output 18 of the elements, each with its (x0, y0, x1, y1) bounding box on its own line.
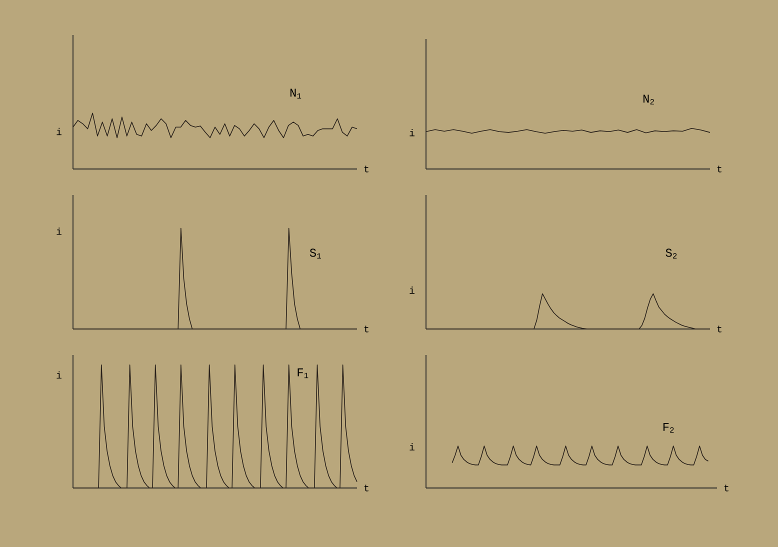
text: S$_{2}$ (666, 248, 677, 258)
y-axis-title: i (56, 128, 62, 136)
text: N$_{2}$ (643, 94, 654, 104)
y-axis-title: i (56, 228, 62, 235)
x-axis-title: t (717, 166, 722, 172)
x-axis-title: t (724, 484, 728, 492)
x-axis-title: t (364, 166, 368, 172)
y-axis-title: i (56, 371, 62, 379)
x-axis-title: t (364, 326, 368, 332)
y-axis-title: i (410, 286, 414, 294)
series-label: F$_{1}$ (298, 368, 308, 378)
series-label: F$_{2}$ (663, 422, 674, 433)
y-axis-title: i (410, 128, 414, 136)
series-label: N$_{1}$ (290, 88, 302, 98)
x-axis-title: t (364, 484, 368, 492)
series-label: S$_{1}$ (310, 248, 321, 258)
x-axis-title: t (717, 326, 722, 332)
y-axis-title: i (410, 443, 414, 450)
